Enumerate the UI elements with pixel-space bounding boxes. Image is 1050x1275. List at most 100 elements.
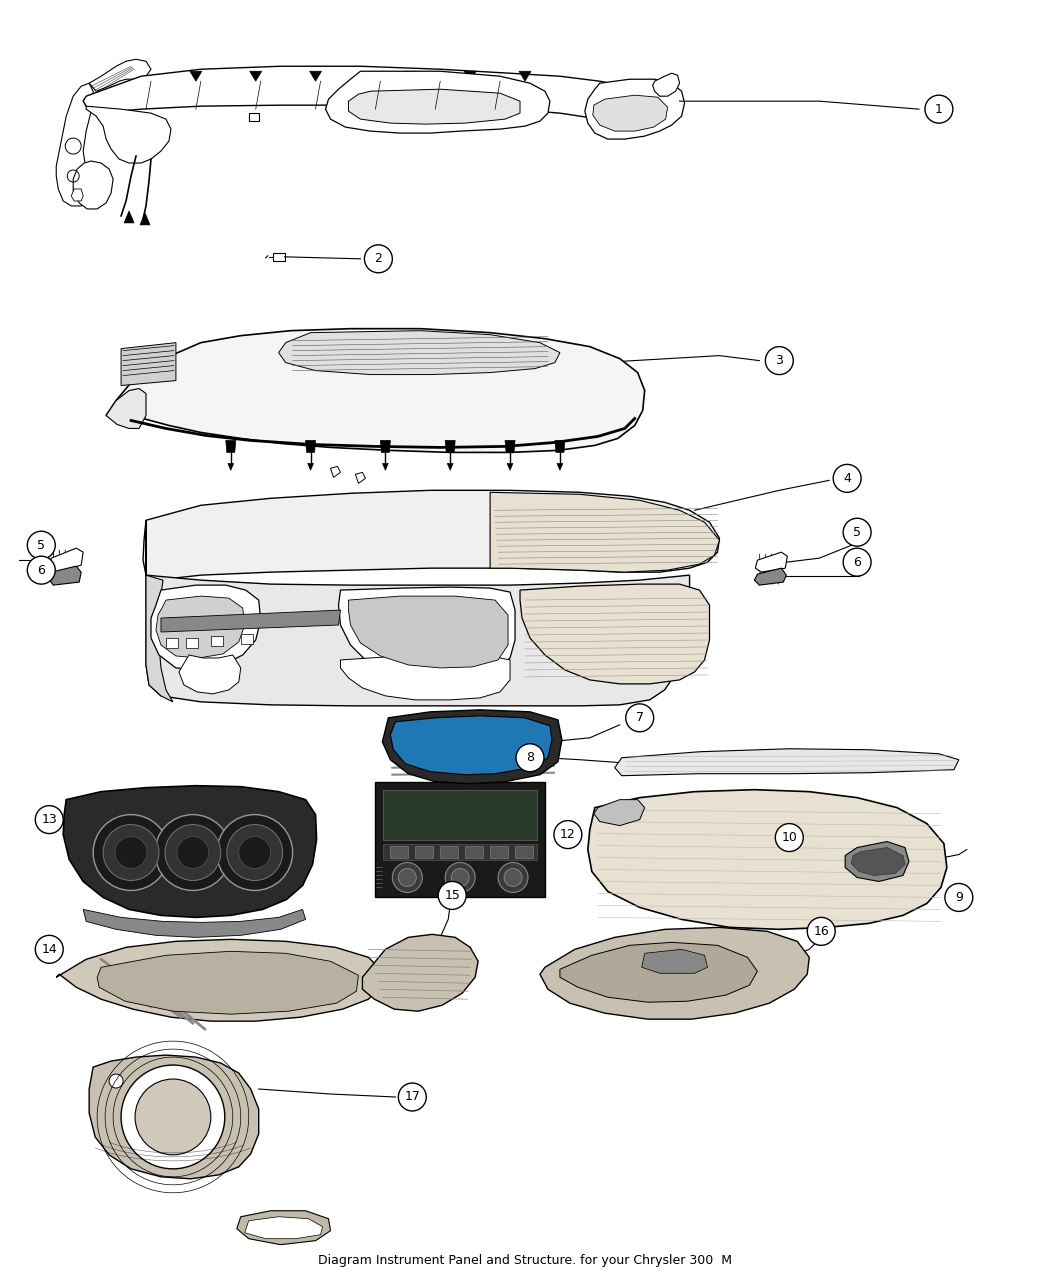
Circle shape xyxy=(36,936,63,964)
Polygon shape xyxy=(57,940,382,1021)
Polygon shape xyxy=(83,66,665,124)
Polygon shape xyxy=(226,440,236,453)
Circle shape xyxy=(398,1082,426,1111)
Text: 9: 9 xyxy=(954,891,963,904)
Polygon shape xyxy=(161,609,340,632)
Polygon shape xyxy=(653,73,679,96)
Polygon shape xyxy=(250,71,261,82)
Circle shape xyxy=(834,464,861,492)
Circle shape xyxy=(626,704,654,732)
Polygon shape xyxy=(146,575,690,706)
Polygon shape xyxy=(754,569,786,585)
Polygon shape xyxy=(445,440,456,453)
Polygon shape xyxy=(520,584,710,683)
Circle shape xyxy=(843,548,872,576)
Polygon shape xyxy=(391,845,408,858)
Polygon shape xyxy=(146,520,173,701)
Circle shape xyxy=(807,918,835,945)
Circle shape xyxy=(554,821,582,849)
Polygon shape xyxy=(140,213,150,224)
Polygon shape xyxy=(89,59,151,92)
Polygon shape xyxy=(83,909,306,937)
Polygon shape xyxy=(505,440,516,453)
Polygon shape xyxy=(306,440,316,453)
Polygon shape xyxy=(308,463,314,470)
Polygon shape xyxy=(755,552,788,572)
Circle shape xyxy=(445,862,476,892)
Polygon shape xyxy=(383,844,537,859)
Polygon shape xyxy=(211,636,223,646)
Text: 6: 6 xyxy=(854,556,861,569)
Circle shape xyxy=(775,824,803,852)
Polygon shape xyxy=(382,710,562,784)
Circle shape xyxy=(27,556,56,584)
Circle shape xyxy=(36,806,63,834)
Circle shape xyxy=(121,1065,225,1169)
Circle shape xyxy=(227,825,282,881)
Text: Diagram Instrument Panel and Structure. for your Chrysler 300  M: Diagram Instrument Panel and Structure. … xyxy=(318,1255,732,1267)
Polygon shape xyxy=(404,71,416,82)
Polygon shape xyxy=(540,927,810,1019)
Circle shape xyxy=(238,836,271,868)
Polygon shape xyxy=(278,330,560,375)
Circle shape xyxy=(504,868,522,886)
Text: 5: 5 xyxy=(38,539,45,552)
Polygon shape xyxy=(49,548,83,572)
Polygon shape xyxy=(338,586,516,674)
Text: 10: 10 xyxy=(781,831,797,844)
Polygon shape xyxy=(376,782,545,898)
Polygon shape xyxy=(642,950,708,973)
Circle shape xyxy=(103,825,159,881)
Polygon shape xyxy=(852,848,905,876)
Polygon shape xyxy=(380,440,391,453)
Polygon shape xyxy=(594,799,645,826)
Polygon shape xyxy=(556,463,563,470)
Polygon shape xyxy=(98,951,358,1014)
Polygon shape xyxy=(845,842,909,881)
Polygon shape xyxy=(151,585,260,669)
Text: 12: 12 xyxy=(560,827,575,842)
Polygon shape xyxy=(356,472,365,483)
Polygon shape xyxy=(178,655,240,694)
Text: 15: 15 xyxy=(444,889,460,901)
Polygon shape xyxy=(490,492,719,572)
Polygon shape xyxy=(249,113,258,121)
Polygon shape xyxy=(63,785,316,918)
Text: 3: 3 xyxy=(775,354,783,367)
Polygon shape xyxy=(464,71,476,82)
Polygon shape xyxy=(440,845,458,858)
Polygon shape xyxy=(340,655,510,700)
Text: 7: 7 xyxy=(635,711,644,724)
Text: 4: 4 xyxy=(843,472,852,484)
Polygon shape xyxy=(124,210,134,223)
Circle shape xyxy=(364,245,393,273)
Polygon shape xyxy=(376,864,383,890)
Polygon shape xyxy=(236,1211,331,1244)
Circle shape xyxy=(93,815,169,890)
Polygon shape xyxy=(416,845,434,858)
Polygon shape xyxy=(362,935,478,1011)
Polygon shape xyxy=(310,71,321,82)
Polygon shape xyxy=(228,463,234,470)
Polygon shape xyxy=(57,83,93,207)
Circle shape xyxy=(516,743,544,771)
Text: 6: 6 xyxy=(38,564,45,576)
Text: 2: 2 xyxy=(375,252,382,265)
Polygon shape xyxy=(465,845,483,858)
Polygon shape xyxy=(71,189,83,201)
Text: 5: 5 xyxy=(853,525,861,539)
Circle shape xyxy=(116,836,147,868)
Circle shape xyxy=(155,815,231,890)
Circle shape xyxy=(165,825,220,881)
Circle shape xyxy=(398,868,416,886)
Polygon shape xyxy=(349,597,508,668)
Polygon shape xyxy=(516,845,533,858)
Polygon shape xyxy=(121,343,176,385)
Polygon shape xyxy=(490,845,508,858)
Polygon shape xyxy=(382,463,388,470)
Polygon shape xyxy=(143,491,719,580)
Polygon shape xyxy=(89,1056,258,1179)
Text: 14: 14 xyxy=(41,942,57,956)
Circle shape xyxy=(498,862,528,892)
Circle shape xyxy=(109,1074,123,1088)
